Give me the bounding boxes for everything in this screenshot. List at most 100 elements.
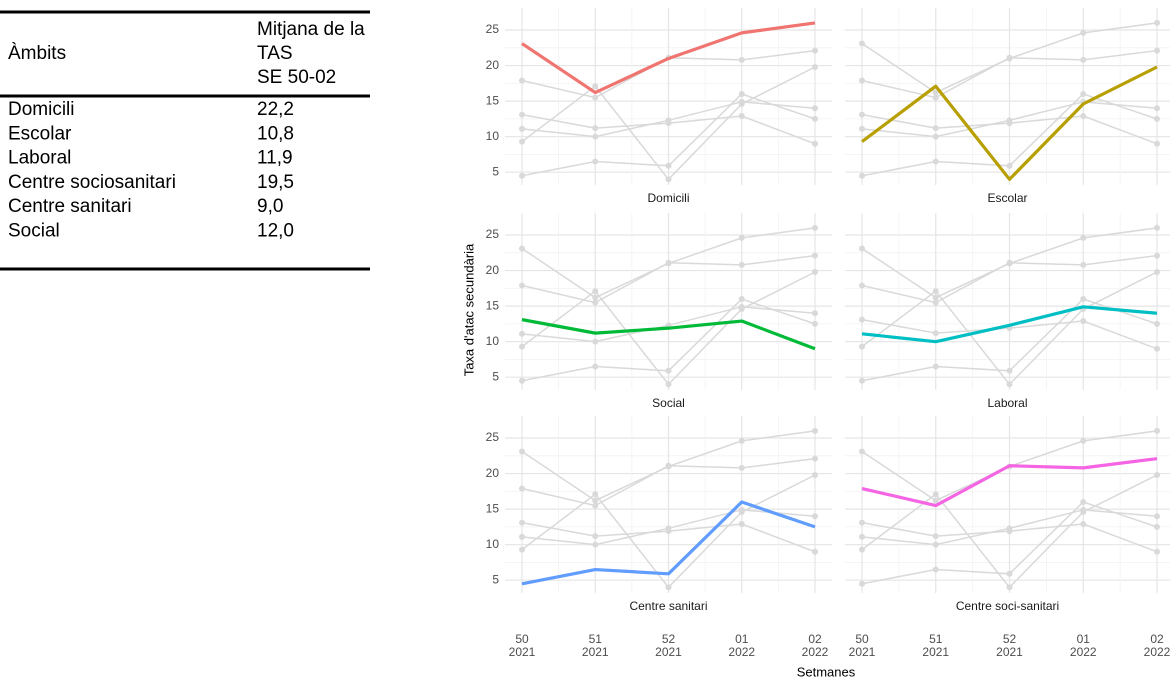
- y-tick-label: 15: [486, 298, 500, 312]
- context-point: [812, 472, 818, 478]
- facet-label: Centre sanitari: [629, 599, 707, 613]
- context-point: [738, 234, 745, 241]
- context-point: [812, 455, 818, 462]
- context-point: [1154, 252, 1160, 259]
- context-point: [1080, 261, 1087, 268]
- context-point: [859, 546, 865, 553]
- context-point: [1154, 345, 1160, 352]
- x-tick-label: 2022: [802, 645, 829, 659]
- context-point: [812, 252, 818, 259]
- x-tick-label: 2021: [849, 645, 876, 659]
- context-point: [1006, 525, 1013, 532]
- x-tick-label: 52: [1003, 632, 1017, 646]
- context-point: [519, 546, 525, 553]
- context-point: [592, 288, 599, 295]
- context-point: [812, 115, 818, 122]
- context-point: [859, 519, 865, 526]
- context-point: [1154, 472, 1160, 478]
- context-point: [665, 117, 672, 124]
- x-tick-label: 02: [808, 632, 822, 646]
- context-point: [1006, 584, 1013, 591]
- context-point: [1080, 521, 1087, 528]
- context-point: [592, 363, 599, 370]
- context-point: [859, 40, 865, 47]
- x-tick-label: 50: [855, 632, 869, 646]
- table-label: Escolar: [8, 123, 72, 144]
- context-point: [592, 338, 599, 345]
- series-line: [861, 65, 1158, 181]
- context-point: [812, 310, 818, 317]
- table-value: 9,0: [257, 196, 283, 217]
- context-point: [1080, 506, 1087, 513]
- context-point: [519, 77, 525, 84]
- facet-label: Laboral: [987, 396, 1027, 410]
- x-tick-label: 2021: [996, 645, 1023, 659]
- context-point: [932, 533, 939, 540]
- context-point: [738, 296, 745, 303]
- context-point: [1006, 259, 1013, 266]
- x-tick-label: 01: [735, 632, 749, 646]
- context-point: [1154, 523, 1160, 530]
- context-point: [812, 548, 818, 555]
- context-point: [1080, 56, 1087, 63]
- y-tick-label: 5: [492, 369, 499, 383]
- context-point: [1006, 367, 1013, 374]
- context-point: [932, 491, 939, 498]
- y-tick-label: 25: [486, 227, 500, 241]
- context-point: [1080, 29, 1087, 36]
- y-tick-label: 10: [486, 334, 500, 348]
- table-header: TAS: [257, 43, 293, 64]
- table-value: 11,9: [257, 148, 293, 169]
- context-point: [665, 381, 672, 388]
- context-point: [859, 343, 865, 350]
- x-tick-label: 52: [662, 632, 676, 646]
- context-point: [592, 125, 599, 132]
- x-tick-label: 2021: [582, 645, 609, 659]
- context-point: [932, 363, 939, 370]
- x-tick-label: 50: [515, 632, 529, 646]
- x-tick-label: 51: [589, 632, 603, 646]
- context-point: [519, 377, 525, 384]
- y-tick-label: 20: [486, 466, 500, 480]
- context-point: [665, 584, 672, 591]
- context-point: [665, 462, 672, 469]
- context-point: [738, 56, 745, 63]
- context-point: [812, 47, 818, 54]
- context-point: [1080, 234, 1087, 241]
- context-point: [592, 491, 599, 498]
- context-point: [592, 299, 599, 306]
- context-point: [519, 330, 525, 337]
- table-label: Centre sanitari: [8, 196, 132, 217]
- context-point: [738, 464, 745, 471]
- context-point: [859, 172, 865, 179]
- series-line: [521, 21, 816, 95]
- context-point: [1006, 162, 1013, 169]
- context-point: [1154, 269, 1160, 275]
- context-point: [812, 105, 818, 112]
- context-point: [592, 497, 599, 504]
- context-point: [1154, 47, 1160, 54]
- context-point: [1006, 117, 1013, 124]
- context-point: [932, 133, 939, 140]
- context-point: [1080, 499, 1087, 506]
- context-point: [665, 525, 672, 532]
- context-point: [519, 485, 525, 492]
- context-point: [519, 448, 525, 455]
- y-axis-title: Taxa d'atac secundària: [461, 243, 476, 376]
- context-point: [1154, 513, 1160, 520]
- context-point: [665, 259, 672, 266]
- x-axis-title: Setmanes: [797, 664, 856, 679]
- context-point: [519, 245, 525, 252]
- facet-label: Domicili: [648, 191, 690, 205]
- context-point: [932, 330, 939, 337]
- context-point: [812, 64, 818, 70]
- context-point: [932, 541, 939, 548]
- y-tick-label: 20: [486, 263, 500, 277]
- context-point: [812, 224, 818, 231]
- table-value: 22,2: [257, 99, 294, 120]
- context-point: [519, 125, 525, 132]
- context-point: [1006, 570, 1013, 577]
- context-point: [1080, 296, 1087, 303]
- series-line: [861, 305, 1158, 344]
- context-point: [519, 282, 525, 289]
